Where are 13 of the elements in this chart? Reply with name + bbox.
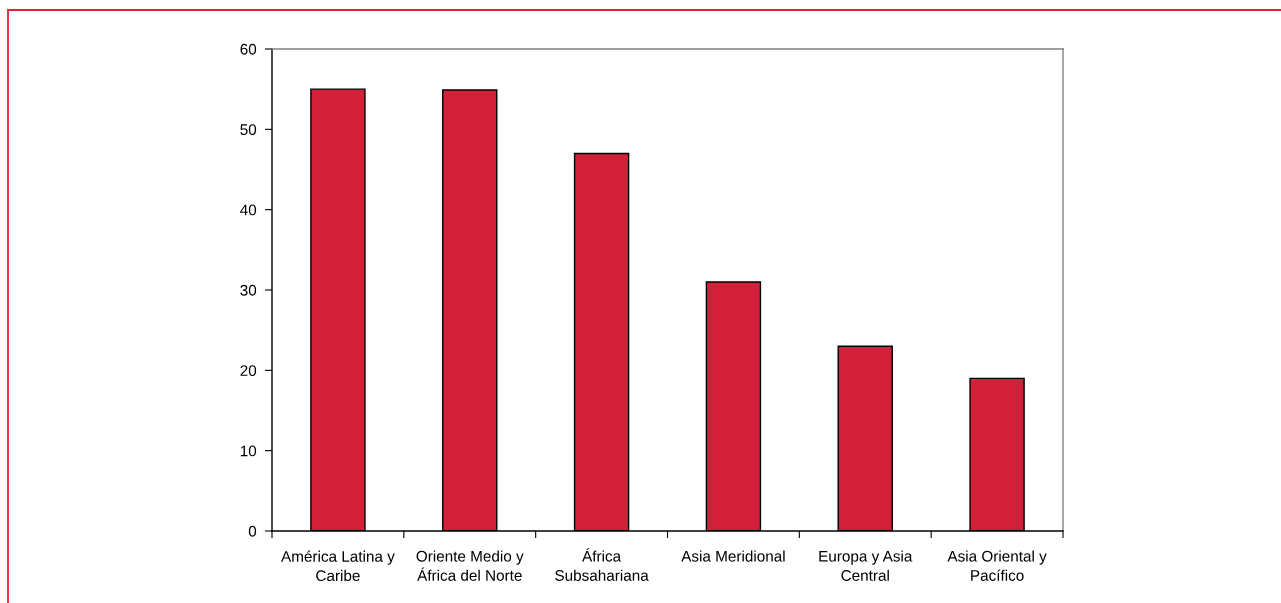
x-tick-label: Europa y Asia Central: [819, 550, 913, 581]
y-tick-label: 40: [240, 204, 257, 216]
y-tick-label: 10: [240, 445, 257, 457]
y-tick-label: 0: [248, 525, 257, 537]
y-tick-label: 60: [240, 43, 257, 55]
x-tick-label: Asia Meridional: [681, 550, 785, 562]
y-tick-label: 30: [240, 284, 257, 296]
y-tick-label: 50: [240, 124, 257, 136]
x-tick-label: África Subsahariana: [555, 548, 649, 581]
y-tick-label: 20: [240, 365, 257, 377]
x-tick-label: América Latina y Caribe: [281, 550, 395, 582]
x-tick-label: Oriente Medio y África del Norte: [416, 550, 524, 581]
x-tick-label: Asia Oriental y Pacífico: [947, 550, 1047, 581]
